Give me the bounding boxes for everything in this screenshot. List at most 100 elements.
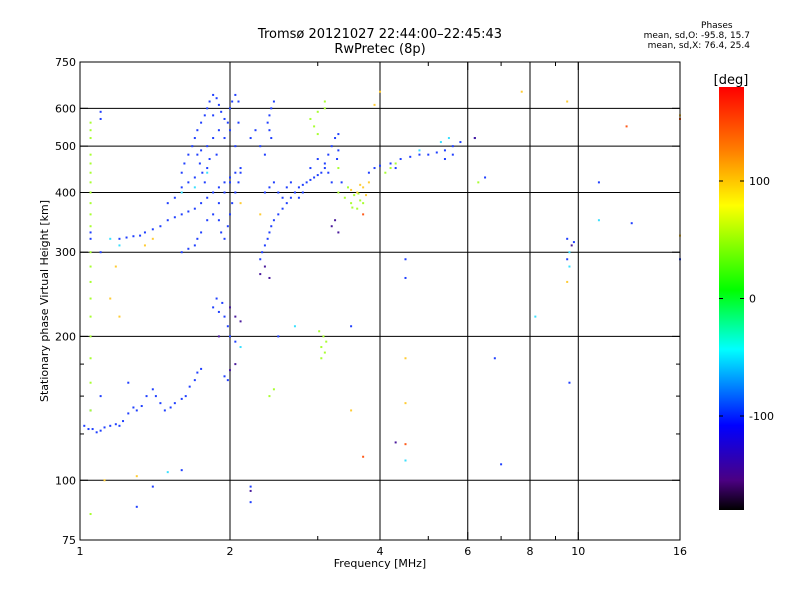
data-point	[443, 149, 446, 152]
data-point	[316, 174, 319, 177]
data-points	[83, 90, 681, 516]
data-point	[266, 237, 269, 240]
data-point	[249, 485, 252, 488]
data-point	[323, 162, 326, 165]
data-point	[89, 213, 92, 216]
data-point	[89, 202, 92, 205]
colorbar-label: [deg]	[714, 73, 749, 88]
data-point	[572, 241, 575, 244]
x-axis-label: Frequency [MHz]	[334, 557, 426, 570]
data-point	[566, 258, 569, 261]
data-point	[277, 335, 280, 338]
data-point	[132, 406, 135, 409]
colorbar-tick-label: -100	[749, 410, 774, 423]
data-point	[109, 237, 112, 240]
data-point	[520, 90, 523, 93]
data-point	[337, 231, 340, 234]
data-point	[217, 202, 220, 205]
phase-stats: Phases mean, sd,O: -95.8, 15.7 mean, sd,…	[644, 21, 750, 51]
data-point	[234, 93, 237, 96]
data-point	[451, 145, 454, 148]
data-point	[208, 100, 211, 103]
data-point	[145, 395, 148, 398]
data-point	[180, 186, 183, 189]
data-point	[231, 202, 234, 205]
data-point	[89, 191, 92, 194]
data-point	[89, 181, 92, 184]
data-point	[277, 213, 280, 216]
data-point	[166, 471, 169, 474]
data-point	[367, 171, 370, 174]
y-tick-label: 500	[55, 140, 76, 153]
data-point	[196, 129, 199, 132]
data-point	[89, 335, 92, 338]
data-point	[237, 181, 240, 184]
y-tick-label: 100	[55, 474, 76, 487]
data-point	[597, 219, 600, 222]
data-point	[570, 244, 573, 247]
data-point	[293, 191, 296, 194]
data-point	[223, 315, 226, 318]
data-point	[336, 158, 339, 161]
data-point	[217, 103, 220, 106]
data-point	[249, 137, 252, 140]
data-point	[340, 181, 343, 184]
data-point	[193, 207, 196, 210]
data-point	[89, 231, 92, 234]
data-point	[193, 379, 196, 382]
data-point	[159, 402, 162, 405]
data-point	[89, 237, 92, 240]
data-point	[223, 117, 226, 120]
data-point	[180, 171, 183, 174]
data-point	[301, 183, 304, 186]
data-point	[281, 196, 284, 199]
data-point	[103, 479, 106, 482]
data-point	[373, 167, 376, 170]
data-point	[297, 186, 300, 189]
data-point	[229, 176, 231, 179]
data-point	[217, 129, 220, 132]
data-point	[384, 171, 387, 174]
data-point	[263, 265, 266, 268]
data-point	[206, 145, 209, 148]
data-point	[99, 429, 102, 432]
data-point	[343, 196, 346, 199]
data-point	[316, 133, 319, 136]
data-point	[135, 409, 138, 412]
data-point	[89, 265, 92, 268]
data-point	[281, 207, 284, 210]
stats-o: mean, sd,O: -95.8, 15.7	[643, 31, 750, 41]
y-tick-label: 200	[55, 330, 76, 343]
data-point	[313, 176, 316, 179]
data-point	[394, 441, 397, 444]
data-point	[309, 117, 312, 120]
data-point	[439, 141, 442, 144]
data-point	[534, 315, 537, 318]
x-tick-label: 4	[377, 545, 384, 558]
data-point	[418, 149, 421, 152]
data-point	[229, 129, 231, 132]
data-point	[239, 171, 242, 174]
data-point	[89, 162, 92, 165]
data-point	[91, 428, 94, 431]
data-point	[322, 335, 325, 338]
data-point	[135, 475, 138, 478]
data-point	[139, 234, 142, 237]
data-point	[200, 121, 203, 124]
data-point	[223, 191, 226, 194]
data-point	[191, 145, 194, 148]
data-point	[350, 409, 353, 412]
data-point	[337, 149, 340, 152]
data-point	[327, 153, 330, 156]
data-point	[114, 265, 117, 268]
data-point	[196, 153, 199, 156]
data-point	[404, 357, 407, 360]
data-point	[89, 381, 92, 384]
data-point	[187, 153, 190, 156]
data-point	[217, 335, 220, 338]
data-point	[268, 186, 271, 189]
data-point	[89, 251, 92, 254]
colorbar-tick-label: 100	[749, 175, 770, 188]
x-tick-label: 6	[464, 545, 471, 558]
